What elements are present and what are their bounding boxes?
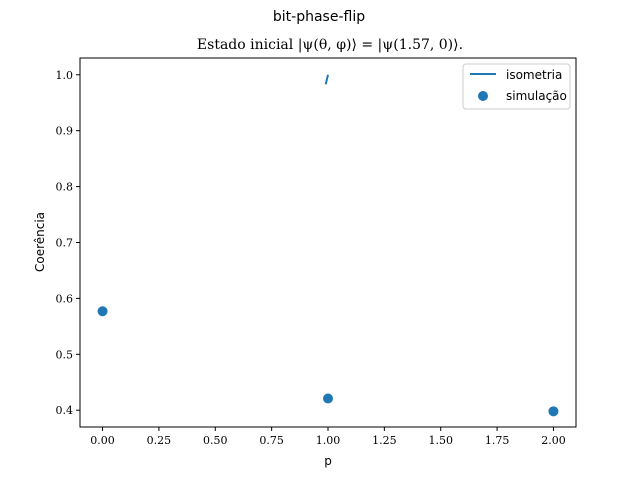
y-tick-label: 0.5 (56, 348, 74, 361)
x-axis-label: p (324, 454, 332, 468)
legend-simulacao-marker (478, 91, 488, 101)
x-tick-label: 1.00 (316, 434, 341, 447)
legend-simulacao-label: simulação (506, 89, 567, 103)
series-simulacao-point (548, 406, 559, 417)
figure-suptitle: bit-phase-flip (273, 9, 365, 25)
x-tick-label: 1.25 (372, 434, 397, 447)
x-tick-label: 0.00 (90, 434, 115, 447)
y-tick-label: 0.6 (56, 292, 74, 305)
legend: isometria simulação (462, 63, 571, 110)
y-tick-label: 0.8 (56, 181, 74, 194)
y-tick-label: 0.9 (56, 125, 74, 138)
chart-title: Estado inicial |ψ(θ, φ)⟩ = |ψ(1.57, 0)⟩. (197, 37, 463, 53)
series-simulacao-point (323, 393, 333, 404)
x-tick-label: 2.00 (541, 434, 566, 447)
x-tick-label: 1.50 (428, 434, 453, 447)
series-isometria-line (324, 74, 329, 85)
x-axis: 0.00 0.25 0.50 0.75 1.00 1.25 1.50 1.75 2.00 (90, 427, 566, 447)
legend-isometria-label: isometria (506, 68, 562, 82)
x-tick-label: 1.75 (485, 434, 510, 447)
series-simulacao-point (97, 306, 108, 317)
y-axis-label: Coerência (33, 212, 47, 272)
plot-marks (97, 74, 559, 417)
y-axis: 0.4 0.5 0.6 0.7 0.8 0.9 1.0 (56, 69, 80, 417)
x-tick-label: 0.50 (203, 434, 228, 447)
x-tick-label: 0.25 (147, 434, 172, 447)
x-tick-label: 0.75 (259, 434, 284, 447)
legend-frame (462, 63, 571, 110)
y-tick-label: 0.7 (56, 237, 74, 250)
y-tick-label: 0.4 (56, 404, 74, 417)
y-tick-label: 1.0 (56, 69, 74, 82)
